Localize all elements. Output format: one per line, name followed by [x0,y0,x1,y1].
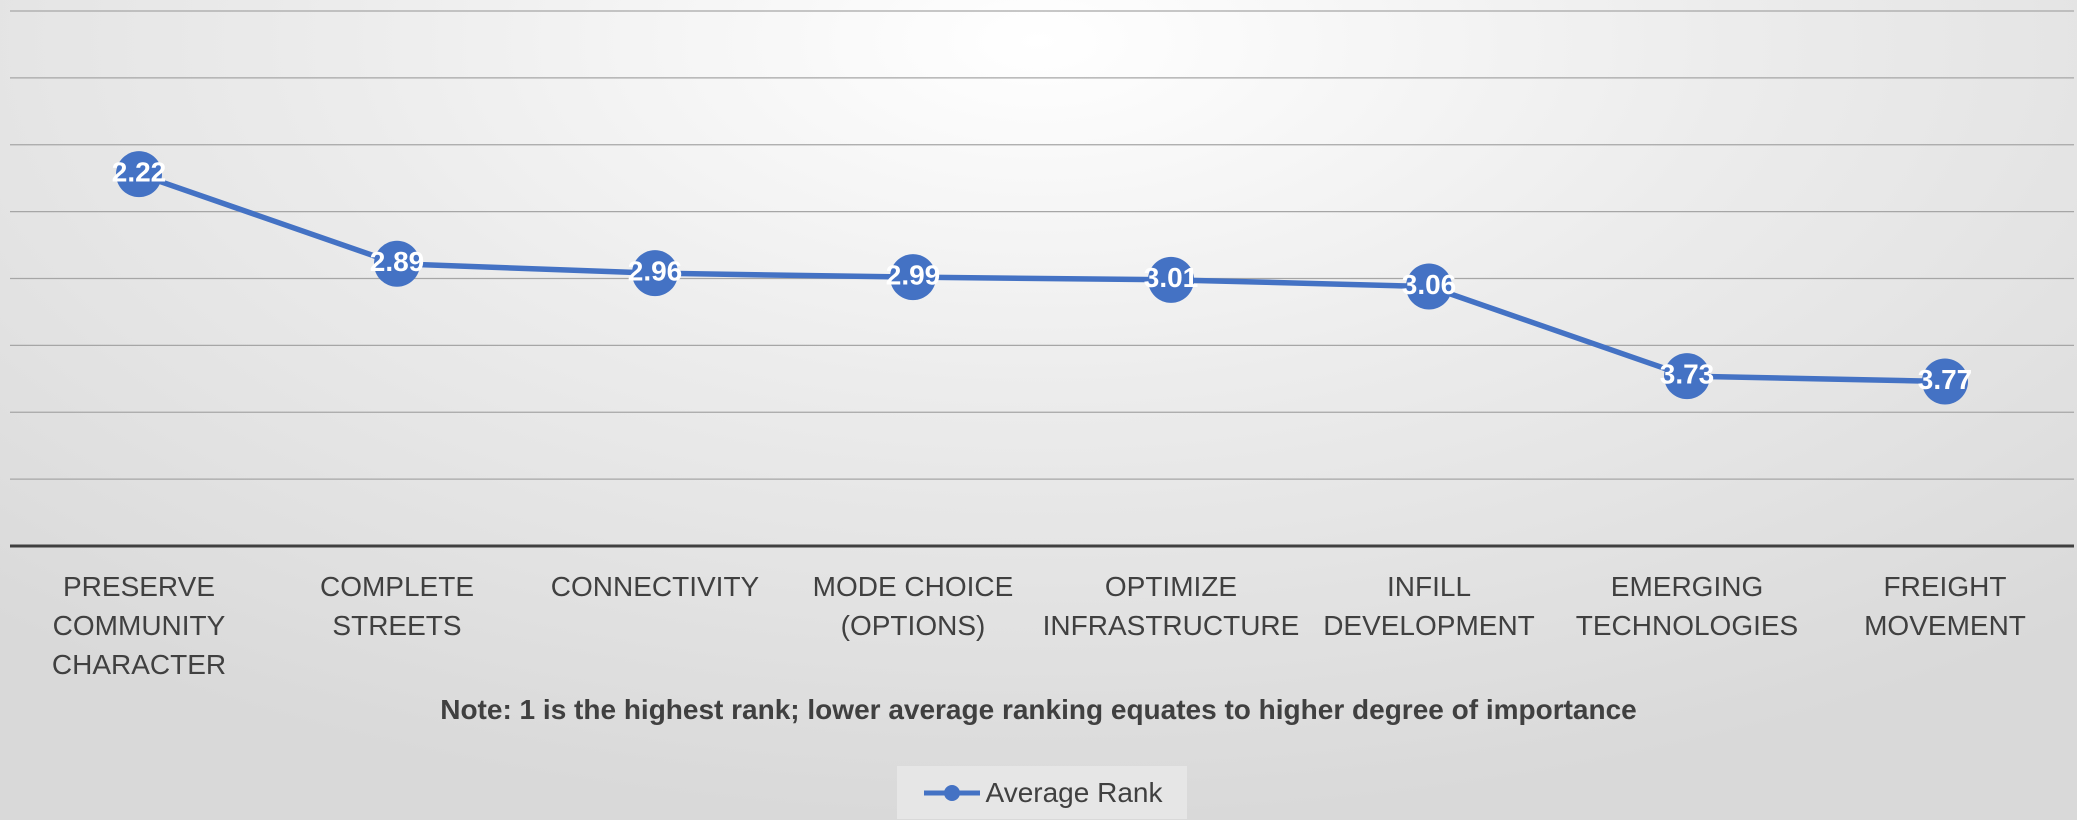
data-label: 2.99 [886,260,941,291]
x-tick-label: INFILL DEVELOPMENT [1323,571,1535,641]
x-tick-label: FREIGHT MOVEMENT [1864,571,2026,641]
x-tick-label: OPTIMIZE INFRASTRUCTURE [1042,571,1300,641]
legend-label: Average Rank [985,776,1163,808]
series-line [138,171,1946,385]
data-label: 3.77 [1918,364,1973,395]
x-tick-label: PRESERVE COMMUNITY CHARACTER [51,571,227,680]
note: Note: 1 is the highest rank; lower avera… [440,694,1637,725]
marker [374,240,420,287]
marker [1922,358,1968,405]
data-label: 2.96 [628,256,683,287]
data-label: 3.73 [1660,359,1715,390]
marker [116,151,162,198]
x-tick-label: CONNECTIVITY [550,571,760,602]
legend-symbol [923,784,980,801]
data-label: 2.89 [370,246,425,277]
x-tick-label: EMERGING TECHNOLOGIES [1575,571,1799,641]
legend-marker [943,784,960,801]
marker [1406,263,1452,310]
marker [1664,353,1710,400]
marker [632,250,678,297]
data-label: 2.22 [112,157,167,188]
data-label: 3.06 [1402,269,1457,300]
marker [1148,256,1194,303]
x-tick-label: COMPLETE STREETS [319,571,475,641]
x-tick-label: MODE CHOICE (OPTIONS) [812,571,1014,641]
legend: Average Rank [897,766,1187,819]
data-label: 3.01 [1144,262,1199,293]
marker [890,254,936,301]
